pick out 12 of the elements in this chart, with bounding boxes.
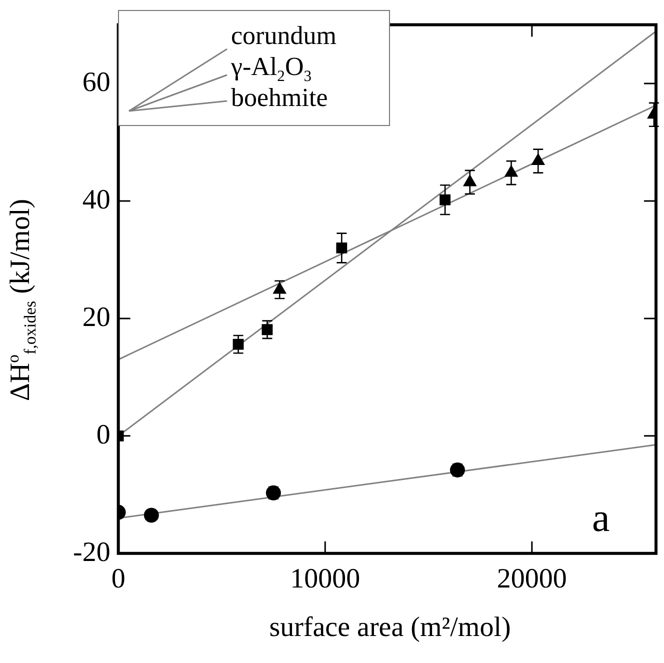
y-tick-label: -20: [72, 536, 110, 568]
legend-label: boehmite: [231, 83, 328, 113]
annotation: a: [592, 494, 610, 541]
legend-label: γ-Al$_{2}$O$_{3}$: [231, 52, 312, 86]
x-tick-label: 20000: [496, 564, 567, 595]
x-tick-label: 10000: [290, 564, 360, 595]
y-tick-label: 0: [96, 419, 110, 450]
y-tick-label: 60: [82, 66, 110, 98]
y-tick-label: 40: [82, 184, 110, 216]
y-tick-label: 20: [82, 302, 110, 333]
x-axis-title: surface area (m²/mol): [269, 612, 511, 644]
text: corundum: [231, 21, 336, 51]
